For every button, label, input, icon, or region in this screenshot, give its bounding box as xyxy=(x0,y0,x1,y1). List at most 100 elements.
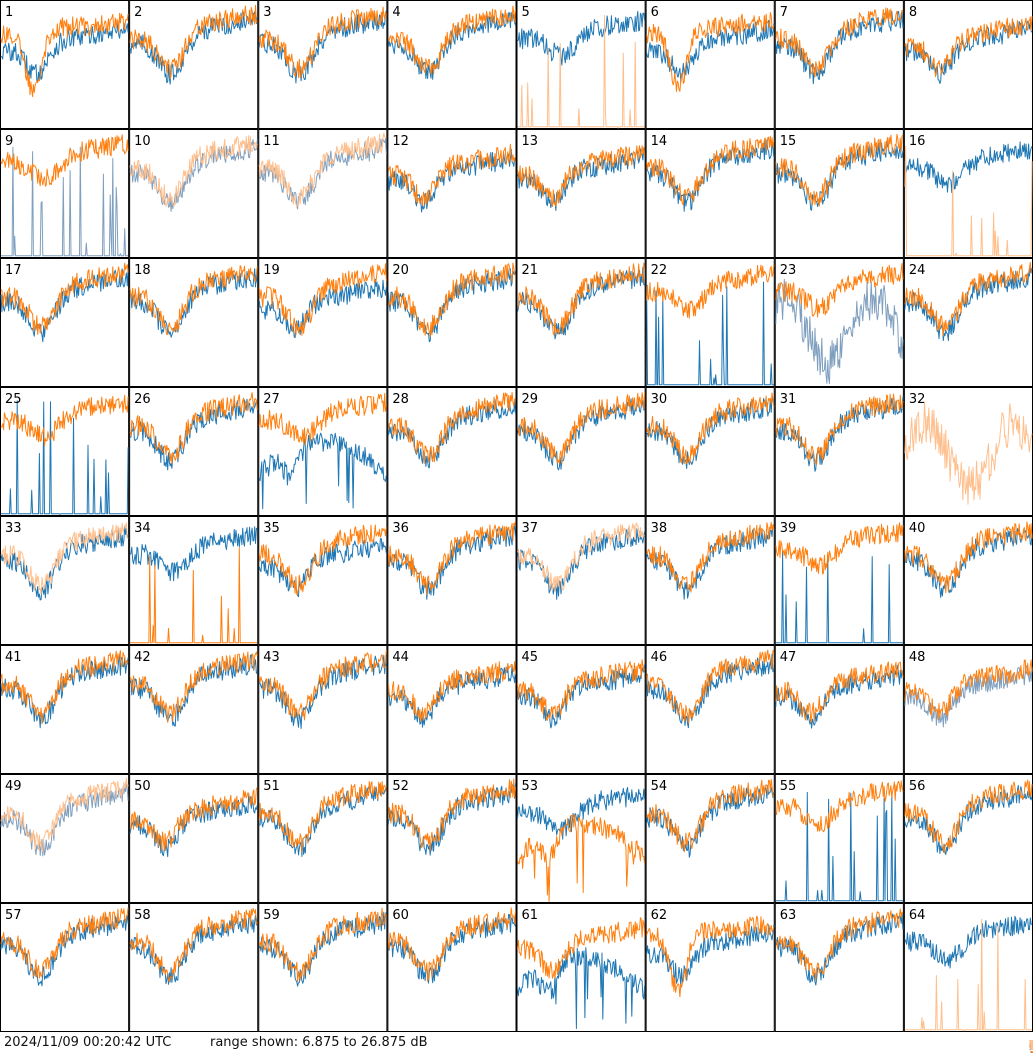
panel-18: 18 xyxy=(129,258,259,387)
series-xx-13 xyxy=(517,147,646,211)
series-yy-25 xyxy=(0,394,129,447)
panel-50: 50 xyxy=(129,774,259,903)
series-yy-32 xyxy=(904,401,1033,505)
panel-label: 55 xyxy=(780,779,797,794)
panel-37: 37 xyxy=(516,516,646,645)
timestamp: 2024/11/09 00:20:42 UTC xyxy=(4,1035,172,1050)
series-yy-58 xyxy=(129,907,258,983)
series-yy-21 xyxy=(517,262,646,336)
range-text: range shown: 6.875 to 26.875 dB xyxy=(210,1035,428,1050)
panel-label: 57 xyxy=(5,908,22,923)
series-yy-31 xyxy=(775,393,904,465)
panel-label: 37 xyxy=(522,521,539,536)
panel-label: 9 xyxy=(5,134,13,149)
panel-14: 14 xyxy=(645,129,775,258)
panel-26: 26 xyxy=(129,387,259,516)
series-yy-5 xyxy=(517,14,646,129)
panel-11: 11 xyxy=(258,129,388,258)
panel-frame xyxy=(387,645,517,774)
panel-label: 64 xyxy=(909,908,926,923)
series-yy-59 xyxy=(258,907,387,983)
series-yy-45 xyxy=(517,659,646,721)
panel-label: 17 xyxy=(5,263,22,278)
panel-label: 26 xyxy=(134,392,151,407)
panel-7: 7 xyxy=(774,0,904,129)
panel-44: 44 xyxy=(387,645,517,774)
panel-40: 40 xyxy=(903,516,1033,645)
panel-label: 43 xyxy=(263,650,280,665)
series-yy-47 xyxy=(775,661,904,724)
series-yy-34 xyxy=(130,547,258,644)
panel-4: 4 xyxy=(387,0,517,129)
legend-flagged-xx-pol: XX xyxy=(1029,1039,1033,1054)
series-yy-18 xyxy=(129,265,258,336)
panel-label: 60 xyxy=(392,908,409,923)
panel-frame xyxy=(0,387,130,516)
series-xx-64 xyxy=(904,915,1033,969)
series-yy-60 xyxy=(387,907,516,982)
panel-label: 3 xyxy=(263,5,271,20)
panel-frame xyxy=(387,516,517,645)
panel-label: 63 xyxy=(780,908,797,923)
panel-label: 22 xyxy=(651,263,668,278)
series-xx-9 xyxy=(1,146,129,257)
panel-label: 51 xyxy=(263,779,280,794)
series-yy-3 xyxy=(258,6,387,79)
panel-label: 61 xyxy=(522,908,539,923)
series-yy-43 xyxy=(258,649,387,721)
series-yy-30 xyxy=(646,392,775,465)
series-xx-27 xyxy=(258,432,387,510)
series-yy-6 xyxy=(646,12,775,92)
panel-label: 38 xyxy=(651,521,668,536)
legend-flagged-yy-word: flagged xyxy=(1029,1039,1033,1054)
series-yy-37 xyxy=(517,522,645,592)
legend-flagged-yy-pol: YY xyxy=(1029,1039,1033,1054)
panel-frame xyxy=(774,903,904,1032)
series-yy-33 xyxy=(0,522,129,595)
panel-28: 28 xyxy=(387,387,517,516)
series-yy-1 xyxy=(0,12,129,98)
series-xx-44 xyxy=(387,665,516,728)
panel-label: 42 xyxy=(134,650,151,665)
panel-36: 36 xyxy=(387,516,517,645)
panel-label: 13 xyxy=(522,134,539,149)
series-xx-54 xyxy=(646,784,775,858)
panel-label: 7 xyxy=(780,5,788,20)
panel-31: 31 xyxy=(774,387,904,516)
series-xx-56 xyxy=(904,785,1033,856)
panel-frame xyxy=(903,774,1033,903)
series-yy-46 xyxy=(646,649,775,724)
panel-45: 45 xyxy=(516,645,646,774)
panel-30: 30 xyxy=(645,387,775,516)
panel-59: 59 xyxy=(258,903,388,1032)
legend-good-xx-pol: XX xyxy=(1029,1039,1033,1054)
series-yy-38 xyxy=(646,521,775,593)
series-yy-8 xyxy=(904,16,1033,78)
series-yy-27 xyxy=(258,392,387,446)
series-xx-35 xyxy=(258,538,387,598)
series-xx-22 xyxy=(646,281,774,386)
panel-63: 63 xyxy=(774,903,904,1032)
panel-label: 31 xyxy=(780,392,797,407)
panel-frame xyxy=(0,258,130,387)
series-xx-47 xyxy=(775,664,904,729)
series-yy-29 xyxy=(517,392,646,465)
series-yy-9 xyxy=(0,134,129,187)
series-yy-19 xyxy=(258,263,387,336)
series-yy-55 xyxy=(775,780,904,833)
panel-43: 43 xyxy=(258,645,388,774)
panel-label: 56 xyxy=(909,779,926,794)
panel-53: 53 xyxy=(516,774,646,903)
series-xx-39 xyxy=(775,551,903,644)
panel-label: 27 xyxy=(263,392,280,407)
series-yy-26 xyxy=(129,392,258,465)
panel-16: 16 xyxy=(903,129,1033,258)
panel-label: 53 xyxy=(522,779,539,794)
footer: 2024/11/09 00:20:42 UTC range shown: 6.8… xyxy=(0,1033,1033,1054)
panel-frame xyxy=(129,258,259,387)
panel-29: 29 xyxy=(516,387,646,516)
panel-46: 46 xyxy=(645,645,775,774)
panel-label: 40 xyxy=(909,521,926,536)
panel-label: 30 xyxy=(651,392,668,407)
panel-label: 44 xyxy=(392,650,409,665)
